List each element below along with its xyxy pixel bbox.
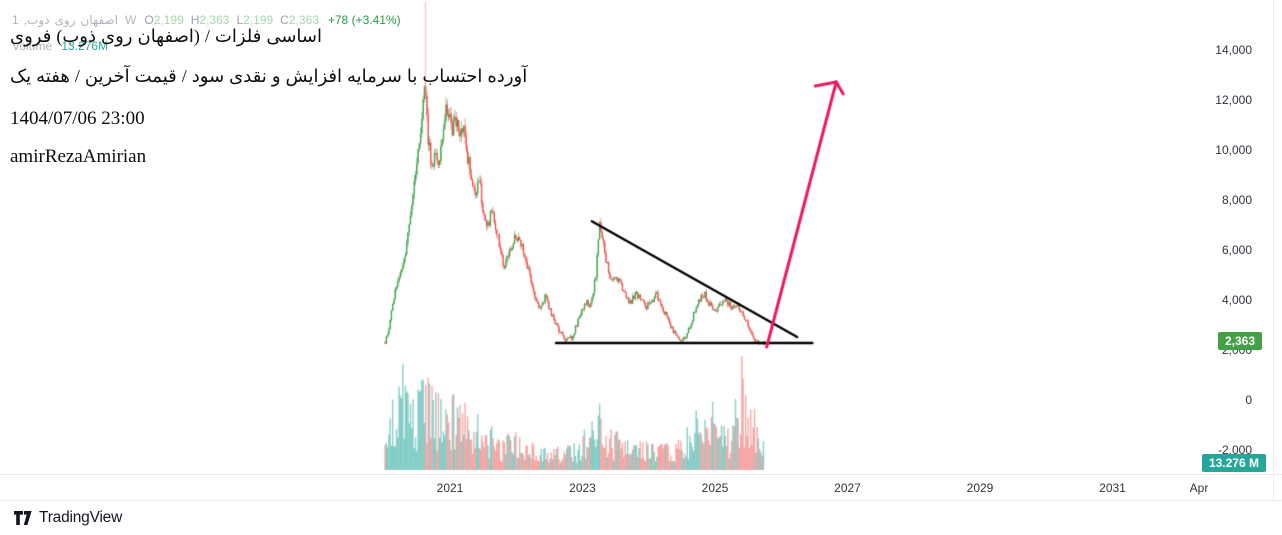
tradingview-logo-icon[interactable] [14, 510, 32, 526]
text-token: / [204, 26, 210, 46]
text-token: اساسی [266, 26, 322, 46]
annotation-date: 1404/07/06 23:00 [10, 108, 145, 129]
legend-volume-value: 13.276M [61, 39, 109, 53]
ohlc-pair: C2,363 [280, 12, 319, 27]
text-token: / [74, 66, 80, 86]
price-axis[interactable]: 14,000 12,000 10,000 8,000 6,000 4,000 2,000 0-… [1205, 0, 1282, 473]
text-token: یک [10, 66, 32, 86]
text-token: سود [191, 66, 225, 86]
price-tick-label: 12,000 [1215, 93, 1252, 107]
legend-volume-row: Volume 13.276M [12, 39, 108, 53]
text-token: هفته [36, 66, 70, 86]
price-tick-label: 4,000 [1221, 293, 1252, 307]
time-tick-label: 2021 [436, 481, 464, 495]
price-tick-label: 14,000 [1215, 43, 1252, 57]
time-tick-label: 2029 [966, 481, 994, 495]
text-token: اصفهان [80, 12, 119, 27]
text-token: فلزات [214, 26, 262, 46]
price-tick-label: -2,000 [1217, 443, 1252, 457]
annotation-author: amirRezaAmirian [10, 146, 147, 167]
volume-badge: 13.276 M [1201, 454, 1266, 472]
chart-legend: 1 ,ذوب روی اصفهان W O2,199 H2,363 L2,199 C2,36… [12, 12, 401, 27]
time-tick-label: 2031 [1099, 481, 1126, 495]
text-token: اصفهان) [137, 26, 200, 46]
time-axis[interactable]: 2021 2023 2025 2027 2029 2031 Apr [0, 474, 1282, 501]
price-tick-label: 6,000 [1221, 243, 1252, 257]
text-token: روی [54, 12, 76, 27]
legend-change: +78 (+3.41%) [327, 12, 401, 27]
text-token: قیمت [134, 66, 177, 86]
legend-ohlc-values: O2,199 H2,363 L2,199 C2,363 [144, 13, 326, 27]
text-token: احتساب [422, 66, 483, 86]
time-tick-label: 2025 [701, 481, 729, 495]
text-token: (ذوب [56, 26, 96, 46]
legend-volume-label: Volume [12, 39, 53, 53]
price-tick-label: 10,000 [1215, 143, 1252, 157]
footer-separator [0, 500, 1282, 501]
text-token: افزایش [285, 66, 343, 86]
time-tick-label: 2027 [834, 481, 861, 495]
annotation-title-line: فروی (ذوب روی اصفهان) / فلزات اساسی [10, 26, 327, 47]
last-price-badge: 2,363 [1217, 332, 1262, 350]
text-token: و [271, 66, 281, 86]
text-token: 1 [12, 12, 19, 27]
text-token: آخرین [84, 66, 130, 86]
time-tick-label: Apr [1189, 481, 1209, 495]
text-token: سرمایه [347, 66, 402, 86]
time-tick-label: 2023 [569, 481, 596, 495]
ohlc-pair: H2,363 [190, 12, 230, 27]
legend-symbol-title: 1 ,ذوب روی اصفهان [12, 13, 123, 27]
annotation-subtitle-line: یک هفته / آخرین قیمت / سود نقدی و افزایش سرمایه با ا… [10, 66, 532, 87]
ohlc-pair: L2,199 [236, 12, 274, 27]
text-token: فروی [10, 26, 52, 46]
text-token: ,ذوب [23, 12, 50, 27]
text-token: آورده [487, 66, 528, 86]
price-tick-label: 8,000 [1221, 193, 1252, 207]
text-token: / [181, 66, 187, 86]
tradingview-footer-link[interactable]: TradingView [14, 506, 122, 530]
ohlc-pair: O2,199 [144, 12, 184, 27]
text-token: نقدی [229, 66, 267, 86]
legend-interval: W [125, 12, 137, 27]
tradingview-brand-text: TradingView [39, 509, 123, 526]
right-border-line [1273, 0, 1274, 500]
text-token: با [406, 66, 418, 86]
text-token: روی [100, 26, 133, 46]
price-tick-label: 0 [1245, 393, 1252, 407]
